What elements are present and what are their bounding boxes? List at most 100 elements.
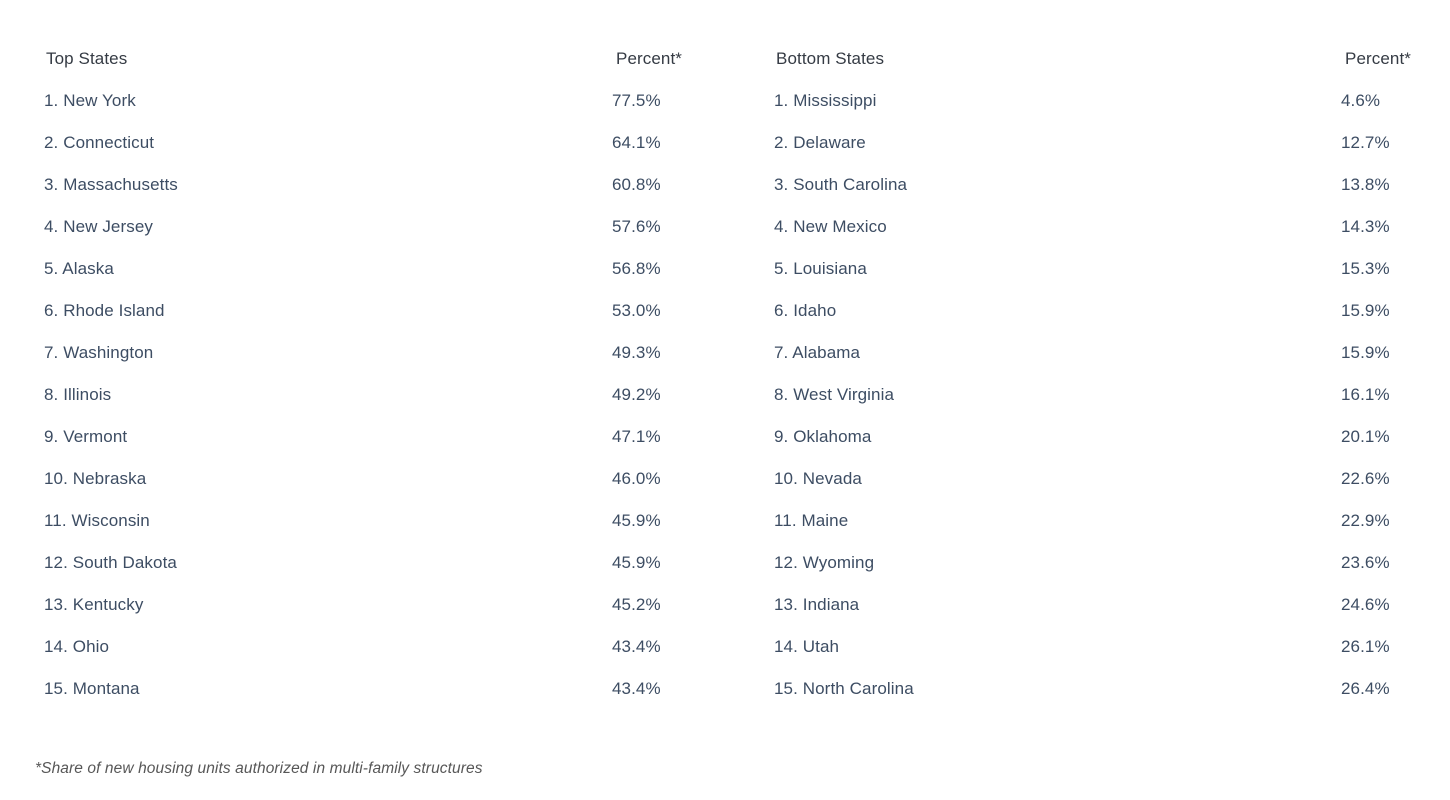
percent-value: 26.1% [1341,637,1390,656]
top-states-percent-header: Percent* [616,49,683,68]
top-states-header: Top States [46,49,128,68]
percent-value: 64.1% [612,133,661,152]
state-label: 10. Nebraska [44,469,147,488]
table-row: 1. New York 77.5% [44,80,730,122]
state-label: 12. Wyoming [774,553,875,572]
state-label: 9. Oklahoma [774,427,872,446]
percent-value: 43.4% [612,637,661,656]
table-row: 6. Rhode Island 53.0% [44,290,730,332]
state-label: 6. Rhode Island [44,301,165,320]
state-label: 1. Mississippi [774,91,877,110]
table-row: 3. Massachusetts 60.8% [44,164,730,206]
state-label: 1. New York [44,91,136,110]
table-row: 13. Kentucky 45.2% [44,584,730,626]
percent-value: 15.9% [1341,301,1390,320]
percent-value: 49.2% [612,385,661,404]
table-row: 5. Louisiana 15.3% [774,248,1450,290]
top-states-table: Top States Percent* 1. New York 77.5% 2.… [44,38,730,710]
percent-value: 53.0% [612,301,661,320]
table-row: 15. North Carolina 26.4% [774,668,1450,710]
table-row: 6. Idaho 15.9% [774,290,1450,332]
state-label: 8. West Virginia [774,385,895,404]
table-row: 11. Wisconsin 45.9% [44,500,730,542]
state-label: 5. Alaska [44,259,114,278]
percent-value: 4.6% [1341,91,1381,110]
state-label: 5. Louisiana [774,259,867,278]
state-label: 7. Alabama [774,343,861,362]
footnote: *Share of new housing units authorized i… [35,760,483,777]
table-row: 14. Ohio 43.4% [44,626,730,668]
percent-value: 26.4% [1341,679,1390,698]
state-label: 2. Connecticut [44,133,155,152]
state-label: 11. Wisconsin [44,511,150,530]
percent-value: 24.6% [1341,595,1390,614]
percent-value: 45.9% [612,511,661,530]
state-label: 14. Ohio [44,637,110,656]
bottom-states-header: Bottom States [776,49,885,68]
percent-value: 43.4% [612,679,661,698]
state-label: 8. Illinois [44,385,112,404]
table-row: 5. Alaska 56.8% [44,248,730,290]
percent-value: 22.9% [1341,511,1390,530]
percent-value: 46.0% [612,469,661,488]
state-label: 9. Vermont [44,427,128,446]
state-label: 3. Massachusetts [44,175,178,194]
state-label: 12. South Dakota [44,553,177,572]
table-row: 15. Montana 43.4% [44,668,730,710]
percent-value: 16.1% [1341,385,1390,404]
state-label: 4. New Jersey [44,217,154,236]
table-row: 12. Wyoming 23.6% [774,542,1450,584]
table-row: 7. Washington 49.3% [44,332,730,374]
percent-value: 47.1% [612,427,661,446]
state-label: 11. Maine [774,511,849,530]
table-row: 2. Connecticut 64.1% [44,122,730,164]
percent-value: 57.6% [612,217,661,236]
table-row: 4. New Jersey 57.6% [44,206,730,248]
percent-value: 22.6% [1341,469,1390,488]
table-row: 9. Oklahoma 20.1% [774,416,1450,458]
state-label: 6. Idaho [774,301,837,320]
table-row: 1. Mississippi 4.6% [774,80,1450,122]
state-label: 2. Delaware [774,133,866,152]
state-label: 14. Utah [774,637,840,656]
percent-value: 14.3% [1341,217,1390,236]
table-row: 12. South Dakota 45.9% [44,542,730,584]
table-row: 7. Alabama 15.9% [774,332,1450,374]
state-label: 13. Kentucky [44,595,144,614]
top-states-header-row: Top States Percent* [44,38,730,80]
state-label: 15. Montana [44,679,140,698]
table-row: 9. Vermont 47.1% [44,416,730,458]
percent-value: 45.9% [612,553,661,572]
table-row: 10. Nebraska 46.0% [44,458,730,500]
percent-value: 15.9% [1341,343,1390,362]
bottom-states-table: Bottom States Percent* 1. Mississippi 4.… [774,38,1450,710]
percent-value: 15.3% [1341,259,1390,278]
percent-value: 12.7% [1341,133,1390,152]
percent-value: 23.6% [1341,553,1390,572]
table-row: 4. New Mexico 14.3% [774,206,1450,248]
state-label: 13. Indiana [774,595,860,614]
table-row: 10. Nevada 22.6% [774,458,1450,500]
bottom-states-rows: 1. Mississippi 4.6% 2. Delaware 12.7% 3.… [774,80,1450,710]
state-label: 10. Nevada [774,469,862,488]
bottom-states-percent-header: Percent* [1345,49,1412,68]
table-row: 14. Utah 26.1% [774,626,1450,668]
state-label: 4. New Mexico [774,217,887,236]
state-label: 15. North Carolina [774,679,914,698]
percent-value: 45.2% [612,595,661,614]
table-row: 3. South Carolina 13.8% [774,164,1450,206]
percent-value: 77.5% [612,91,661,110]
table-row: 13. Indiana 24.6% [774,584,1450,626]
percent-value: 56.8% [612,259,661,278]
percent-value: 13.8% [1341,175,1390,194]
table-row: 2. Delaware 12.7% [774,122,1450,164]
bottom-states-header-row: Bottom States Percent* [774,38,1450,80]
tables-row: Top States Percent* 1. New York 77.5% 2.… [44,38,1450,710]
table-row: 8. West Virginia 16.1% [774,374,1450,416]
state-label: 3. South Carolina [774,175,908,194]
percent-value: 49.3% [612,343,661,362]
percent-value: 20.1% [1341,427,1390,446]
state-label: 7. Washington [44,343,154,362]
table-row: 11. Maine 22.9% [774,500,1450,542]
